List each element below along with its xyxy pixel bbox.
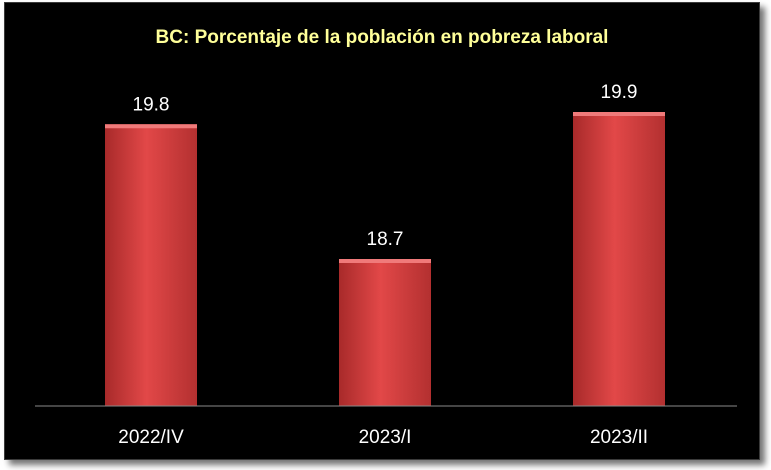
- data-label: 19.8: [133, 94, 170, 115]
- chart-title: BC: Porcentaje de la población en pobrez…: [156, 27, 609, 48]
- labels-group: 19.8 2022/IV 18.7 2023/I 19.9 2023/II: [118, 82, 648, 448]
- bar-top-highlight: [339, 259, 431, 263]
- x-tick-label: 2023/II: [590, 427, 648, 448]
- bar-2022-iv: [105, 124, 197, 406]
- bar-top-highlight: [573, 112, 665, 116]
- bar-chart: BC: Porcentaje de la población en pobrez…: [35, 27, 737, 448]
- data-label: 19.9: [601, 82, 638, 103]
- data-label: 18.7: [367, 229, 404, 250]
- bar-2023-ii: [573, 112, 665, 406]
- x-tick-label: 2023/I: [359, 427, 412, 448]
- chart-frame: BC: Porcentaje de la población en pobrez…: [4, 2, 760, 460]
- bars-group: [105, 112, 665, 406]
- bar-top-highlight: [105, 124, 197, 129]
- bar-2023-i: [339, 259, 431, 406]
- x-tick-label: 2022/IV: [118, 427, 184, 448]
